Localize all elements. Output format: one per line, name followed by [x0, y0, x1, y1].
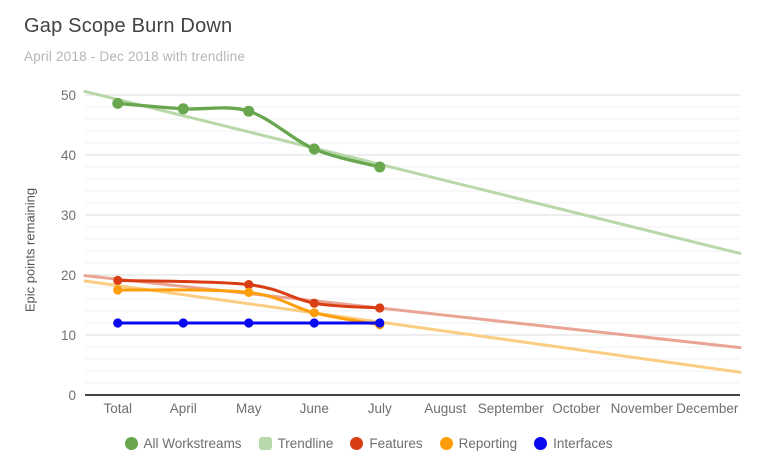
x-tick-label-november: November — [611, 401, 674, 416]
data-point-reporting-june[interactable] — [309, 308, 319, 318]
legend-swatch-all-workstreams-icon — [124, 437, 138, 450]
legend-label-all-workstreams: All Workstreams — [143, 436, 242, 451]
data-point-interfaces-may[interactable] — [244, 318, 254, 328]
legend-item-all-workstreams: All Workstreams — [124, 436, 242, 451]
x-tick-label-december: December — [676, 401, 739, 416]
data-point-all-workstreams-may[interactable] — [243, 105, 255, 117]
x-tick-label-total: Total — [103, 401, 132, 416]
data-point-all-workstreams-total[interactable] — [112, 97, 124, 109]
data-point-interfaces-april[interactable] — [178, 318, 188, 328]
x-tick-label-july: July — [368, 401, 392, 416]
legend-label-interfaces: Interfaces — [553, 436, 613, 451]
legend-swatch-trendline-icon — [258, 437, 272, 450]
x-tick-label-september: September — [478, 401, 545, 416]
legend-item-interfaces: Interfaces — [534, 436, 612, 451]
legend-item-trendline: Trendline — [258, 436, 334, 451]
x-tick-label-june: June — [300, 401, 329, 416]
legend-item-features: Features — [350, 436, 423, 451]
y-tick-label: 40 — [61, 148, 76, 163]
y-tick-label: 50 — [61, 88, 76, 103]
y-tick-label: 10 — [61, 328, 76, 343]
data-point-reporting-total[interactable] — [113, 285, 123, 295]
trendline-features — [83, 274, 742, 350]
data-point-interfaces-june[interactable] — [309, 318, 319, 328]
x-tick-label-october: October — [552, 401, 601, 416]
y-tick-label: 20 — [61, 268, 76, 283]
trendline-all-workstreams — [83, 89, 742, 255]
data-point-features-may[interactable] — [244, 280, 254, 290]
data-point-all-workstreams-june[interactable] — [308, 143, 320, 155]
x-tick-label-august: August — [424, 401, 466, 416]
data-point-features-june[interactable] — [309, 298, 319, 308]
data-point-all-workstreams-april[interactable] — [177, 103, 189, 115]
data-point-reporting-may[interactable] — [244, 287, 254, 297]
legend-label-trendline: Trendline — [277, 436, 334, 451]
legend-swatch-reporting-icon — [439, 437, 453, 450]
data-point-interfaces-july[interactable] — [375, 318, 385, 328]
legend-swatch-features-icon — [350, 437, 364, 450]
legend-swatch-interfaces-icon — [534, 437, 548, 450]
series-line-features — [116, 278, 382, 310]
data-point-features-total[interactable] — [113, 275, 123, 285]
trendline-reporting — [83, 279, 742, 374]
x-tick-label-april: April — [170, 401, 197, 416]
x-tick-label-may: May — [236, 401, 262, 416]
data-point-all-workstreams-july[interactable] — [374, 161, 386, 173]
y-tick-label: 30 — [61, 208, 76, 223]
legend: All Workstreams Trendline Features Reportin… — [0, 436, 737, 451]
data-point-features-july[interactable] — [375, 303, 385, 313]
data-point-interfaces-total[interactable] — [113, 318, 123, 328]
series-line-reporting — [116, 288, 382, 327]
chart-title: Gap Scope Burn Down — [24, 15, 233, 37]
legend-label-features: Features — [369, 436, 423, 451]
legend-item-reporting: Reporting — [439, 436, 518, 451]
y-tick-label: 0 — [68, 388, 76, 403]
legend-label-reporting: Reporting — [458, 436, 518, 451]
chart-subtitle: April 2018 - Dec 2018 with trendline — [24, 49, 246, 64]
